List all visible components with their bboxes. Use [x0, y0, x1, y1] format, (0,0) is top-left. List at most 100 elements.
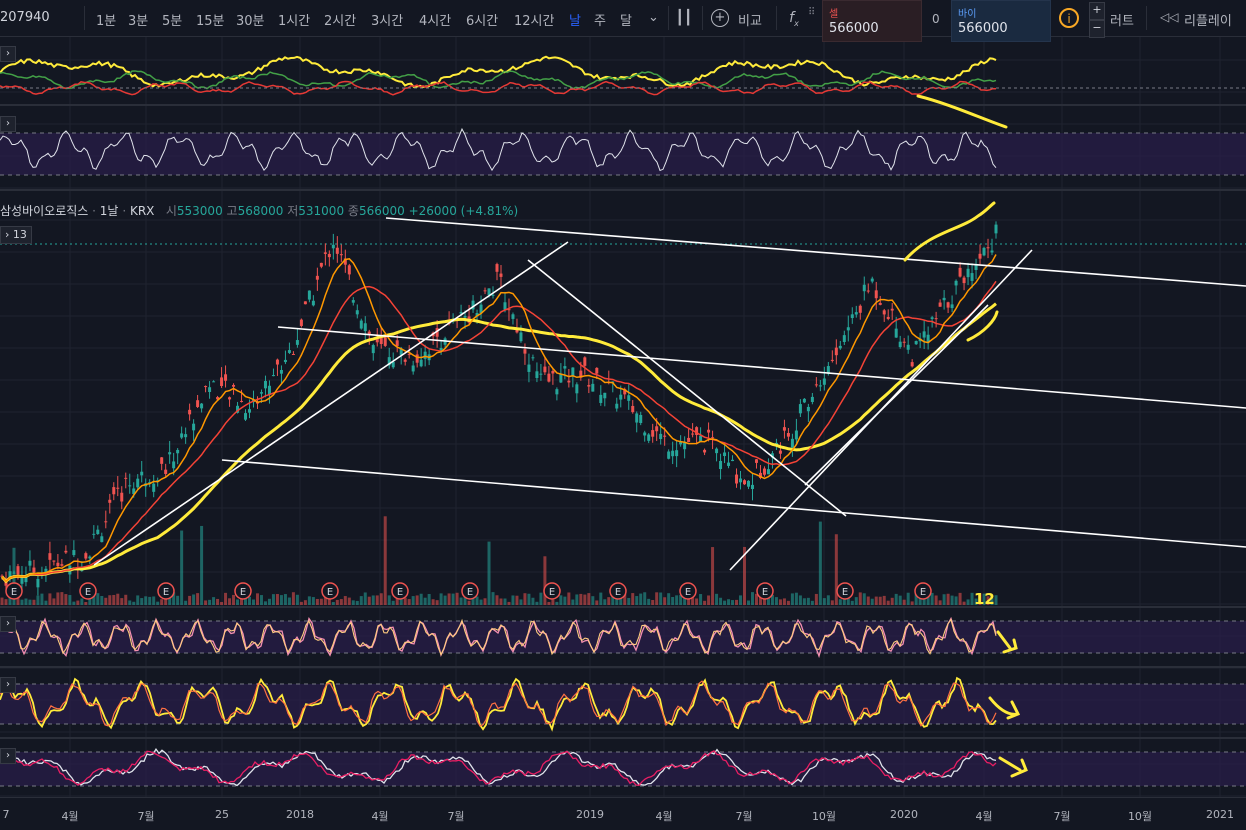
- volume-bar: [830, 600, 834, 605]
- candle-body: [583, 357, 587, 366]
- quantity-plus-button[interactable]: +: [1089, 2, 1105, 20]
- pane-collapse-toggle[interactable]: ›: [0, 677, 16, 693]
- timeframe-12시간[interactable]: 12시간: [514, 14, 555, 29]
- timeframe-6시간[interactable]: 6시간: [466, 14, 499, 29]
- candle-body: [707, 429, 711, 433]
- chart-type-button[interactable]: 러트: [1110, 14, 1134, 29]
- low-value: 531000: [298, 204, 345, 218]
- timeframe-4시간[interactable]: 4시간: [419, 14, 452, 29]
- volume-bar: [379, 593, 383, 605]
- candle-body: [858, 305, 862, 313]
- earnings-marker: [157, 582, 175, 600]
- replay-button[interactable]: 리플레이: [1184, 14, 1232, 29]
- volume-bar: [104, 597, 108, 605]
- drag-handle-icon[interactable]: ⠿: [808, 7, 816, 18]
- candle-body: [411, 365, 415, 372]
- volume-bar: [758, 592, 762, 605]
- volume-bar: [922, 598, 926, 605]
- candle-style-icon[interactable]: ┃┃: [675, 10, 693, 26]
- annotation-peak-curve: [903, 201, 996, 262]
- volume-bar: [862, 593, 866, 605]
- volume-bar: [599, 592, 603, 605]
- timeframe-dropdown-icon[interactable]: ⌄: [648, 10, 659, 25]
- volume-bar: [24, 598, 28, 605]
- x-tick-label: 4월: [371, 810, 389, 823]
- volume-bar: [216, 598, 220, 605]
- buy-button[interactable]: 바이 566000: [951, 0, 1051, 42]
- indicators-toggle[interactable]: › 13: [0, 226, 32, 244]
- annotation-ma-stroke: [966, 310, 999, 342]
- candle-body: [483, 290, 487, 292]
- pane-collapse-toggle[interactable]: ›: [0, 46, 16, 62]
- timeframe-2시간[interactable]: 2시간: [324, 14, 357, 29]
- candle-body: [391, 361, 395, 368]
- volume-bar: [854, 597, 858, 605]
- high-key: 고: [226, 204, 238, 218]
- candle-body: [723, 452, 727, 457]
- volume-bar: [351, 600, 355, 605]
- timeframe-주[interactable]: 주: [594, 14, 606, 29]
- timeframe-3시간[interactable]: 3시간: [371, 14, 404, 29]
- volume-bar: [387, 595, 391, 605]
- candle-body: [735, 474, 739, 484]
- volume-bar: [391, 600, 395, 605]
- timeframe-1시간[interactable]: 1시간: [278, 14, 311, 29]
- candle-body: [886, 316, 890, 319]
- info-icon[interactable]: i: [1059, 8, 1079, 28]
- timeframe-달[interactable]: 달: [620, 14, 632, 29]
- volume-bar: [703, 600, 707, 605]
- timeframe-3분[interactable]: 3분: [128, 14, 149, 29]
- volume-bar: [878, 596, 882, 605]
- candle-body: [164, 469, 168, 474]
- candle-body: [663, 435, 667, 437]
- symbol-code[interactable]: 207940: [0, 10, 50, 25]
- candle-body: [120, 492, 124, 502]
- timeframe-5분[interactable]: 5분: [162, 14, 183, 29]
- timeframe-15분[interactable]: 15분: [196, 14, 225, 29]
- volume-bar: [539, 592, 543, 605]
- candle-body: [954, 280, 958, 286]
- change-value: +26000 (+4.81%): [408, 204, 519, 218]
- symbol-name[interactable]: 삼성바이오로직스: [0, 204, 89, 218]
- candle-body: [946, 302, 950, 308]
- volume-bar: [236, 599, 240, 605]
- timeframe-30분[interactable]: 30분: [236, 14, 265, 29]
- volume-bar: [942, 594, 946, 605]
- pane-collapse-toggle[interactable]: ›: [0, 748, 16, 764]
- volume-bar: [962, 601, 966, 605]
- volume-bar: [208, 599, 212, 605]
- volume-bar: [275, 594, 279, 605]
- candle-body: [228, 397, 232, 400]
- volume-bar: [244, 598, 248, 605]
- compare-button[interactable]: 비교: [738, 14, 762, 29]
- quantity-minus-button[interactable]: −: [1089, 20, 1105, 38]
- candle-body: [499, 273, 503, 277]
- x-tick-label: 4월: [655, 810, 673, 823]
- candle-body: [439, 347, 443, 351]
- volume-bar: [88, 597, 92, 605]
- pane-collapse-toggle[interactable]: ›: [0, 116, 16, 132]
- timeframe-날[interactable]: 날: [569, 14, 581, 29]
- buy-label: 바이: [958, 9, 977, 20]
- pane-collapse-toggle[interactable]: ›: [0, 616, 16, 632]
- timeframe-1분[interactable]: 1분: [96, 14, 117, 29]
- volume-bar: [954, 596, 958, 605]
- sell-button[interactable]: 셀 566000: [822, 0, 922, 42]
- volume-bar: [435, 600, 439, 605]
- candle-body: [890, 308, 894, 311]
- time-axis[interactable]: 7 4월 7월 25 2018 4월 7월 2019 4월 7월 10월 2020 4월 7월 10월 202…: [0, 797, 1246, 830]
- earnings-marker-label: E: [920, 587, 926, 598]
- earnings-marker: [836, 582, 854, 600]
- indicators-fx-icon[interactable]: fx: [789, 10, 799, 28]
- annotation-arrow-1: [996, 630, 1018, 654]
- candle-body: [263, 380, 267, 389]
- volume-bar: [958, 592, 962, 605]
- rsi-band: [0, 133, 1246, 175]
- close-value: 566000: [358, 204, 405, 218]
- candle-body: [878, 302, 882, 305]
- compare-add-icon[interactable]: +: [711, 9, 729, 27]
- buy-price: 566000: [958, 21, 1008, 36]
- candle-body: [639, 414, 643, 423]
- volume-bar: [770, 594, 774, 605]
